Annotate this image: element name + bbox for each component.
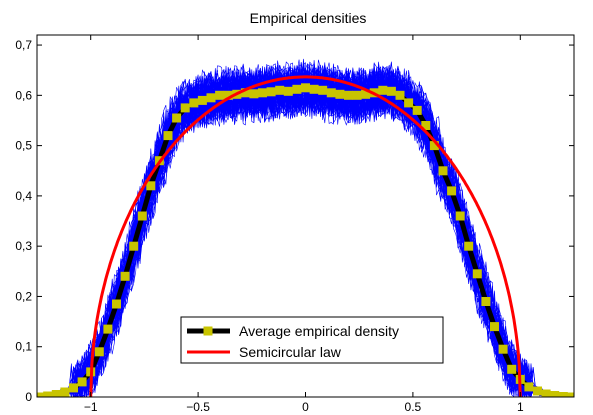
average-density-marker: [541, 389, 551, 397]
average-density-marker: [180, 103, 190, 113]
average-density-marker: [283, 86, 293, 96]
average-density-marker: [352, 90, 362, 100]
average-density-marker: [69, 383, 78, 393]
average-density-marker: [197, 95, 207, 105]
average-density-marker: [429, 141, 439, 151]
chart-title: Empirical densities: [250, 10, 367, 26]
average-density-marker: [524, 382, 534, 392]
average-density-marker: [172, 113, 182, 123]
semicircular-law-line: [89, 75, 522, 397]
y-tick-label: 0,1: [15, 340, 32, 354]
y-tick-label: 0,5: [15, 139, 32, 153]
average-density-marker: [498, 344, 508, 354]
x-axis-ticks: −1 −0.5 0 0.5 1: [84, 35, 524, 414]
average-density-marker: [344, 90, 353, 100]
x-tick-label: −1: [84, 400, 98, 414]
average-density-marker: [301, 83, 310, 93]
average-density-marker: [189, 98, 199, 108]
y-tick-label: 0,7: [15, 38, 32, 52]
average-density-marker: [550, 391, 560, 397]
average-density-marker: [507, 364, 517, 374]
average-density-marker: [112, 299, 121, 309]
average-density-marker: [215, 90, 225, 100]
average-density-marker: [335, 89, 345, 99]
average-density-marker: [275, 85, 285, 95]
y-tick-label: 0,3: [15, 239, 32, 253]
average-density-marker: [223, 90, 233, 100]
average-density-marker: [120, 271, 130, 281]
x-tick-label: −0.5: [186, 400, 210, 414]
average-density-marker: [103, 324, 113, 334]
average-density-marker: [326, 88, 336, 98]
average-density-marker: [533, 386, 542, 396]
legend-label-semicircular: Semicircular law: [239, 344, 342, 360]
average-density-marker: [163, 131, 173, 141]
average-density-marker: [386, 86, 396, 96]
average-density-marker: [438, 166, 448, 176]
average-density-marker: [490, 322, 499, 332]
y-tick-label: 0,6: [15, 88, 32, 102]
average-density-marker: [481, 297, 491, 306]
average-density-marker: [94, 347, 104, 357]
average-density-marker: [37, 392, 44, 397]
x-tick-label: 1: [517, 400, 524, 414]
average-density-marker: [51, 390, 61, 397]
legend: Average empirical density Semicircular l…: [180, 316, 444, 364]
average-density-marker: [421, 121, 431, 130]
average-density-marker: [464, 241, 474, 251]
average-density-marker: [455, 211, 465, 221]
average-density-series: [37, 83, 574, 397]
legend-label-average: Average empirical density: [239, 323, 399, 339]
x-tick-label: 0.5: [405, 400, 422, 414]
average-density-marker: [292, 84, 302, 94]
y-tick-label: 0,2: [15, 289, 32, 303]
y-tick-label: 0: [25, 390, 32, 404]
average-density-marker: [567, 392, 574, 397]
average-density-marker: [77, 377, 87, 387]
y-axis-ticks: 0 0,1 0,2 0,3 0,4 0,5 0,6 0,7: [15, 38, 574, 404]
semicircular-law-series: [89, 75, 522, 397]
average-density-marker: [249, 89, 259, 99]
average-density-marker: [240, 88, 250, 98]
legend-marker-average: [203, 326, 213, 336]
average-density-marker: [395, 90, 405, 100]
average-density-marker: [146, 181, 156, 191]
average-density-marker: [43, 391, 53, 397]
legend-box: [180, 316, 444, 364]
average-density-marker: [137, 211, 147, 221]
average-density-marker: [266, 87, 276, 97]
average-density-marker: [206, 93, 216, 103]
average-density-marker: [258, 88, 267, 98]
average-density-marker: [558, 392, 568, 397]
average-density-marker: [361, 89, 371, 99]
average-density-marker: [129, 241, 139, 251]
average-density-marker: [60, 387, 70, 397]
average-density-marker: [472, 269, 482, 279]
average-density-marker: [404, 98, 414, 108]
average-density-marker: [447, 186, 457, 196]
y-tick-label: 0,4: [15, 189, 32, 203]
average-density-marker: [378, 85, 388, 95]
x-tick-label: 0: [302, 400, 309, 414]
average-density-marker: [309, 84, 319, 94]
average-density-marker: [412, 105, 422, 115]
average-density-marker: [318, 85, 328, 95]
